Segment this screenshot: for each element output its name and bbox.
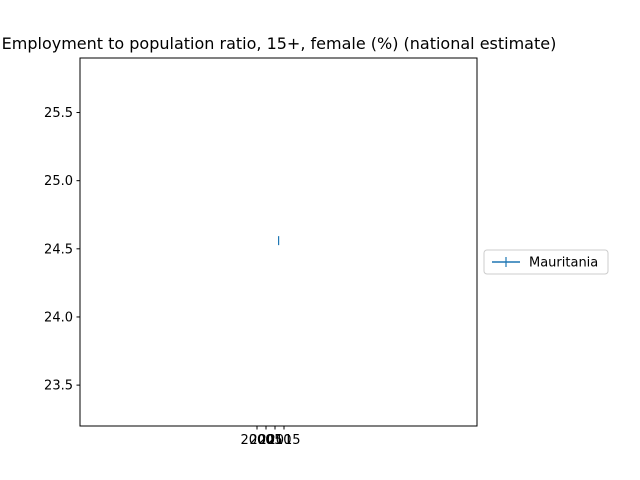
- x-tick-label: 2015: [267, 433, 300, 448]
- x-tick-label: 2005: [249, 433, 282, 448]
- plot-area-frame: [79, 57, 478, 427]
- y-tick-label: 24.5: [44, 242, 73, 257]
- y-tick-label: 25.0: [44, 174, 73, 189]
- legend[interactable]: Mauritania: [483, 249, 609, 275]
- legend-box: [483, 249, 609, 275]
- x-tick-label: 2010: [258, 433, 291, 448]
- y-tick-label: 23.5: [44, 379, 73, 394]
- x-tick-label: 2000: [240, 433, 273, 448]
- y-tick-label: 25.5: [44, 106, 73, 121]
- y-tick-label: 24.0: [44, 310, 73, 325]
- y-axis: 23.5 24.0 24.5 25.0 25.5: [44, 106, 80, 394]
- legend-label-mauritania: Mauritania: [529, 256, 598, 271]
- chart-title: Employment to population ratio, 15+, fem…: [2, 34, 557, 53]
